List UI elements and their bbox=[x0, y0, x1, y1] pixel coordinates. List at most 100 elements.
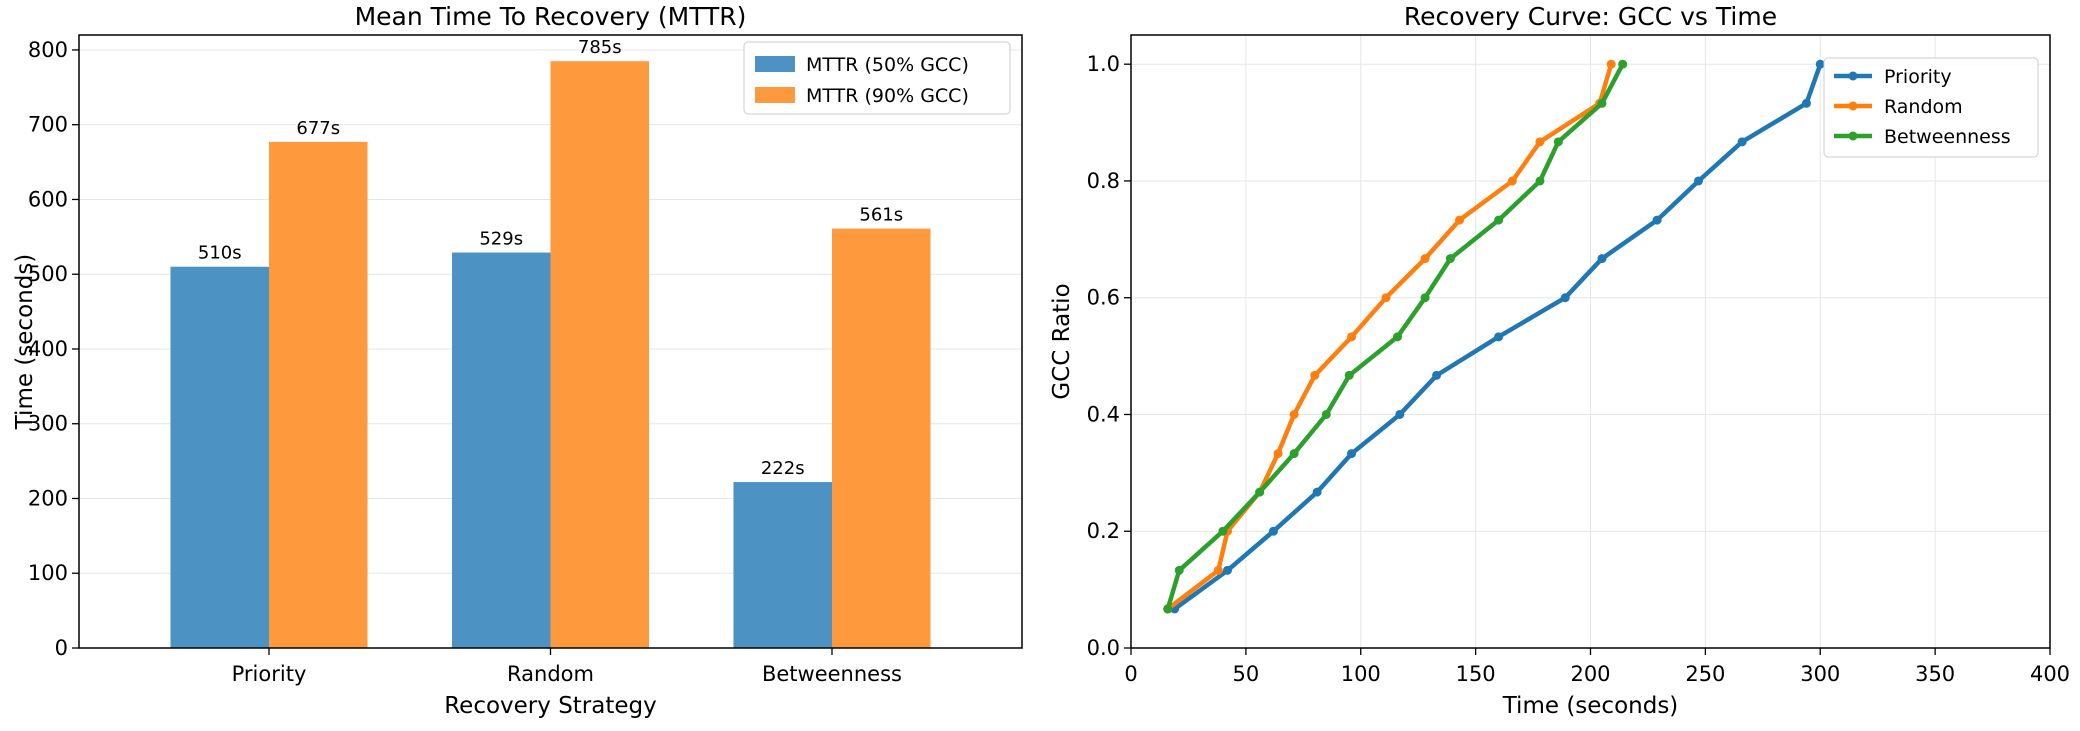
point-random bbox=[1507, 176, 1517, 186]
mttr-y-tick-label: 300 bbox=[28, 412, 68, 436]
point-betweenness bbox=[1163, 604, 1173, 614]
point-betweenness bbox=[1321, 409, 1331, 419]
bar-value-label: 785s bbox=[578, 37, 622, 58]
point-priority bbox=[1815, 59, 1825, 69]
point-betweenness bbox=[1445, 254, 1455, 264]
recovery-y-tick-label: 1.0 bbox=[1087, 52, 1120, 76]
point-random bbox=[1420, 254, 1430, 264]
legend-box bbox=[1823, 57, 2039, 158]
point-priority bbox=[1312, 487, 1322, 497]
mttr-x-ticks: Priority Random Betweenness bbox=[232, 648, 902, 686]
point-random bbox=[1213, 565, 1223, 575]
recovery-y-tick-label: 0.2 bbox=[1087, 519, 1120, 543]
mttr-bars bbox=[170, 61, 931, 649]
recovery-y-tick-label: 0.6 bbox=[1087, 286, 1120, 310]
point-random bbox=[1606, 59, 1616, 69]
point-priority bbox=[1347, 449, 1357, 459]
recovery-y-tick-label: 0.8 bbox=[1087, 169, 1120, 193]
point-priority bbox=[1268, 526, 1278, 536]
point-betweenness bbox=[1289, 449, 1299, 459]
mttr-x-tick-label-random: Random bbox=[507, 662, 594, 686]
recovery-x-tick-label: 0 bbox=[1124, 662, 1137, 686]
point-priority bbox=[1737, 137, 1747, 147]
recovery-x-ticks: 0 50 100 150 200 250 300 350 400 bbox=[1124, 648, 2070, 686]
mttr-chart-title: Mean Time To Recovery (MTTR) bbox=[355, 2, 747, 31]
point-priority bbox=[1801, 98, 1811, 108]
mttr-y-axis-label: Time (seconds) bbox=[12, 254, 38, 431]
bar-value-label: 222s bbox=[761, 458, 805, 479]
recovery-y-tick-label: 0.0 bbox=[1087, 636, 1120, 660]
recovery-y-ticks: 0.0 0.2 0.4 0.6 0.8 1.0 bbox=[1087, 52, 1131, 660]
mttr-y-tick-label: 800 bbox=[28, 38, 68, 62]
legend-label-betweenness: Betweenness bbox=[1884, 126, 2011, 148]
recovery-legend: Priority Random Betweenness bbox=[1823, 57, 2039, 158]
legend-swatch-mttr-50-gcc bbox=[755, 56, 795, 72]
series-random bbox=[1163, 59, 1616, 614]
bar-value-label: 529s bbox=[479, 229, 523, 250]
point-priority bbox=[1652, 215, 1662, 225]
bar-value-label: 561s bbox=[859, 205, 903, 226]
mttr-y-tick-label: 400 bbox=[28, 337, 68, 361]
recovery-x-tick-label: 200 bbox=[1570, 662, 1610, 686]
bar-mttr-90-gcc-priority bbox=[269, 141, 368, 648]
mttr-y-tick-label: 500 bbox=[28, 262, 68, 286]
point-betweenness bbox=[1420, 293, 1430, 303]
series-priority bbox=[1163, 59, 1825, 614]
mttr-x-tick-label-priority: Priority bbox=[232, 662, 307, 686]
mttr-y-tick-label: 200 bbox=[28, 486, 68, 510]
point-betweenness bbox=[1618, 59, 1628, 69]
series-betweenness bbox=[1163, 59, 1628, 614]
point-random bbox=[1381, 293, 1391, 303]
mttr-x-axis-label: Recovery Strategy bbox=[444, 693, 657, 719]
mttr-y-tick-label: 600 bbox=[28, 187, 68, 211]
mttr-legend: MTTR (50% GCC) MTTR (90% GCC) bbox=[743, 41, 1011, 115]
point-priority bbox=[1597, 254, 1607, 264]
point-priority bbox=[1693, 176, 1703, 186]
legend-marker-betweenness bbox=[1848, 131, 1858, 141]
mttr-y-tick-label: 100 bbox=[28, 561, 68, 585]
recovery-x-tick-label: 400 bbox=[2030, 662, 2070, 686]
legend-box bbox=[743, 41, 1011, 115]
point-betweenness bbox=[1174, 565, 1184, 575]
recovery-x-tick-label: 150 bbox=[1456, 662, 1496, 686]
point-priority bbox=[1395, 409, 1405, 419]
recovery-x-tick-label: 250 bbox=[1685, 662, 1725, 686]
bar-mttr-90-gcc-random bbox=[550, 61, 650, 649]
bar-mttr-50-gcc-priority bbox=[170, 266, 270, 648]
recovery-x-tick-label: 50 bbox=[1233, 662, 1260, 686]
recovery-x-tick-label: 300 bbox=[1800, 662, 1840, 686]
point-priority bbox=[1560, 293, 1570, 303]
legend-marker-priority bbox=[1848, 71, 1858, 81]
mttr-y-tick-label: 700 bbox=[28, 113, 68, 137]
legend-marker-random bbox=[1848, 101, 1858, 111]
mttr-y-ticks: 0 100 200 300 400 500 600 700 800 bbox=[28, 38, 79, 660]
point-random bbox=[1289, 409, 1299, 419]
point-betweenness bbox=[1494, 215, 1504, 225]
bar-mttr-90-gcc-betweenness bbox=[831, 228, 931, 648]
point-random bbox=[1347, 332, 1357, 342]
bar-value-label: 677s bbox=[296, 118, 340, 139]
point-priority bbox=[1494, 332, 1504, 342]
point-random bbox=[1455, 215, 1465, 225]
point-random bbox=[1535, 137, 1545, 147]
point-random bbox=[1310, 370, 1320, 380]
recovery-y-tick-label: 0.4 bbox=[1087, 402, 1120, 426]
recovery-series bbox=[1163, 59, 1825, 614]
recovery-y-axis-label: GCC Ratio bbox=[1049, 283, 1075, 399]
recovery-x-tick-label: 100 bbox=[1341, 662, 1381, 686]
legend-label-random: Random bbox=[1884, 96, 1963, 118]
legend-swatch-mttr-90-gcc bbox=[755, 87, 795, 103]
point-betweenness bbox=[1535, 176, 1545, 186]
point-betweenness bbox=[1255, 487, 1265, 497]
point-betweenness bbox=[1393, 332, 1403, 342]
point-priority bbox=[1432, 370, 1442, 380]
line-random bbox=[1165, 61, 1614, 612]
line-priority bbox=[1165, 61, 1823, 612]
point-betweenness bbox=[1218, 526, 1228, 536]
point-random bbox=[1273, 449, 1283, 459]
legend-label-mttr-50-gcc: MTTR (50% GCC) bbox=[806, 54, 969, 76]
recovery-x-tick-label: 350 bbox=[1915, 662, 1955, 686]
point-betweenness bbox=[1553, 137, 1563, 147]
recovery-chart-title: Recovery Curve: GCC vs Time bbox=[1404, 2, 1777, 31]
